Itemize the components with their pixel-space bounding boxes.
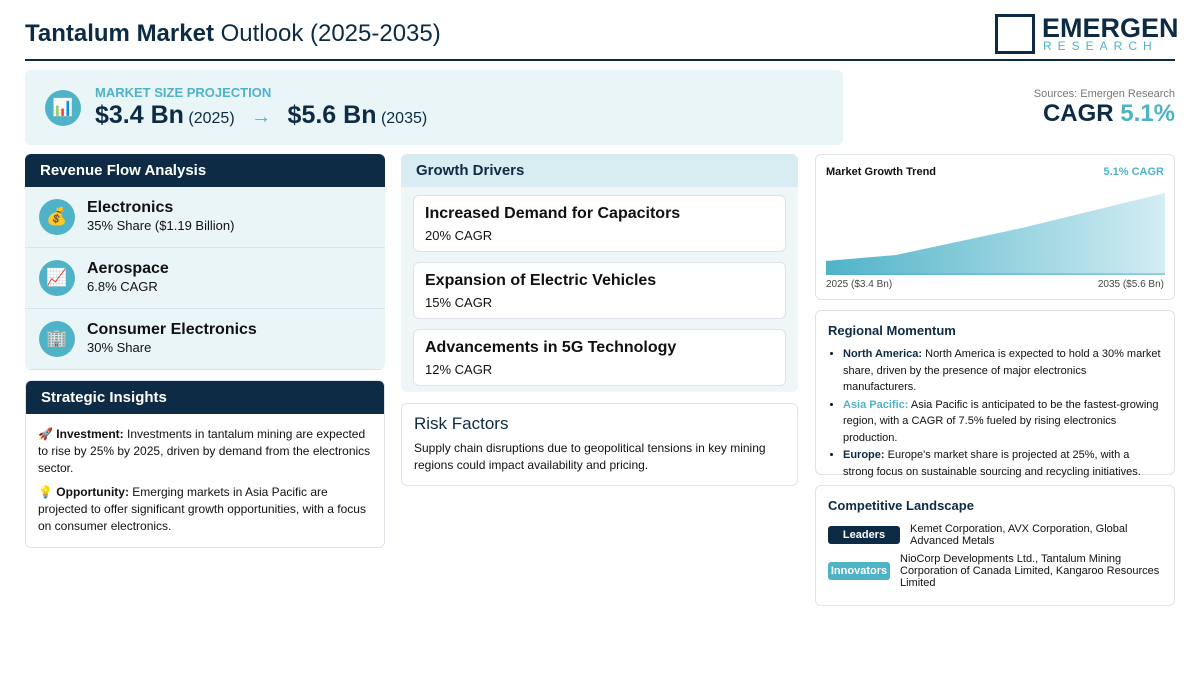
region-name: Asia Pacific: <box>843 398 909 411</box>
start-year: (2025) <box>188 110 235 127</box>
start-value: $3.4 Bn <box>95 101 184 129</box>
insight-icon: 💡 <box>38 485 53 499</box>
title-rest: Outlook (2025-2035) <box>220 20 441 47</box>
competitive-landscape: Competitive Landscape Leaders Kemet Corpo… <box>815 485 1175 606</box>
trend-cagr: 5.1% CAGR <box>1103 166 1164 178</box>
item-name: Consumer Electronics <box>87 321 257 338</box>
item-name: Aerospace <box>87 260 169 277</box>
insight-label: Investment: <box>56 427 124 441</box>
badge: Innovators <box>828 562 890 580</box>
driver-name: Expansion of Electric Vehicles <box>425 272 657 289</box>
logo-main: EMERGEN <box>1042 13 1179 43</box>
page-title: Tantalum Market Outlook (2025-2035) <box>25 20 441 48</box>
section-title: Growth Drivers <box>401 154 798 187</box>
company-group: Leaders Kemet Corporation, AVX Corporatio… <box>828 523 1162 547</box>
item-name: Electronics <box>87 199 174 216</box>
section-title: Revenue Flow Analysis <box>25 154 385 187</box>
companies: NioCorp Developments Ltd., Tantalum Mini… <box>900 553 1160 589</box>
driver: Expansion of Electric Vehicles 15% CAGR <box>413 262 786 319</box>
header-rule <box>25 59 1175 61</box>
area-shape <box>826 193 1165 275</box>
revenue-item: 💰 Electronics 35% Share ($1.19 Billion) <box>25 187 385 248</box>
projection-box: 📊 MARKET SIZE PROJECTION $3.4 Bn (2025) … <box>25 70 843 145</box>
driver: Increased Demand for Capacitors 20% CAGR <box>413 195 786 252</box>
region-item: North America: North America is expected… <box>843 346 1162 396</box>
item-text: Consumer Electronics 30% Share <box>87 321 257 357</box>
insight-label: Opportunity: <box>56 485 129 499</box>
regional-momentum: Regional Momentum North America: North A… <box>815 310 1175 478</box>
cagr-label: CAGR <box>1042 100 1114 127</box>
section-title: Risk Factors <box>414 414 509 433</box>
source: Sources: Emergen Research <box>1033 88 1175 100</box>
logo-sub: RESEARCH <box>1043 39 1158 53</box>
title-bold: Tantalum Market <box>25 20 214 47</box>
item-icon: 📈 <box>39 260 75 296</box>
projection-icon: 📊 <box>45 90 81 126</box>
risk-factors: Risk Factors Supply chain disruptions du… <box>401 403 798 486</box>
region-text: Europe's market share is projected at 25… <box>843 449 1141 478</box>
end-value: $5.6 Bn <box>287 101 377 129</box>
trend-start: 2025 ($3.4 Bn) <box>826 279 893 290</box>
item-detail: 35% Share ($1.19 Billion) <box>87 218 235 233</box>
region-item: Europe: Europe's market share is project… <box>843 447 1162 480</box>
arrow: → <box>251 106 272 128</box>
driver-name: Advancements in 5G Technology <box>425 339 677 356</box>
driver-detail: 12% CAGR <box>425 362 493 377</box>
region-name: Europe: <box>843 449 885 461</box>
insight-icon: 🚀 <box>38 427 53 441</box>
item-text: Electronics 35% Share ($1.19 Billion) <box>87 199 234 235</box>
revenue-item: 📈 Aerospace 6.8% CAGR <box>25 248 385 309</box>
item-icon: 💰 <box>39 199 75 235</box>
insight-text: Emerging markets in Asia Pacific are pro… <box>38 485 366 533</box>
revenue-flow: Revenue Flow Analysis 💰 Electronics 35% Sh… <box>25 154 385 370</box>
item-icon: 🏢 <box>39 321 75 357</box>
region-text: Asia Pacific is anticipated to be the fa… <box>843 398 1159 444</box>
driver-detail: 20% CAGR <box>425 228 493 243</box>
region-list: North America: North America is expected… <box>828 346 1162 480</box>
cagr: CAGR 5.1% <box>1043 100 1175 128</box>
cagr-value: 5.1% <box>1120 100 1175 127</box>
trend-area <box>826 193 1165 275</box>
region-item: Asia Pacific: Asia Pacific is anticipate… <box>843 397 1162 447</box>
logo-mark <box>995 14 1035 54</box>
section-title: Regional Momentum <box>828 323 956 338</box>
growth-drivers: Growth Drivers Increased Demand for Capa… <box>401 154 798 392</box>
insight-text: Investments in tantalum mining are expec… <box>38 427 371 475</box>
driver-name: Increased Demand for Capacitors <box>425 205 681 222</box>
trend-end: 2035 ($5.6 Bn) <box>1097 279 1164 290</box>
region-text: North America is expected to hold a 30% … <box>843 348 1161 393</box>
item-detail: 6.8% CAGR <box>87 279 158 294</box>
strategic-insights: Strategic Insights 🚀 Investment: Investm… <box>25 380 385 548</box>
risk-text: Supply chain disruptions due to geopolit… <box>414 441 766 472</box>
companies: Kemet Corporation, AVX Corporation, Glob… <box>910 523 1128 547</box>
item-detail: 30% Share <box>87 340 152 355</box>
revenue-item: 🏢 Consumer Electronics 30% Share <box>25 309 385 370</box>
driver-detail: 15% CAGR <box>425 295 493 310</box>
region-name: North America: <box>843 348 923 360</box>
growth-trend: Market Growth Trend 5.1% CAGR 2025 ($3.4… <box>815 154 1175 300</box>
badge: Leaders <box>828 526 900 544</box>
end-year: (2035) <box>380 110 428 127</box>
projection-values: $3.4 Bn (2025) → $5.6 Bn (2035) <box>95 101 427 130</box>
projection-label: MARKET SIZE PROJECTION <box>95 85 272 100</box>
section-title: Competitive Landscape <box>828 498 974 513</box>
company-group: Innovators NioCorp Developments Ltd., Tan… <box>828 553 1162 589</box>
trend-title: Market Growth Trend <box>826 166 937 178</box>
item-text: Aerospace 6.8% CAGR <box>87 260 169 296</box>
driver: Advancements in 5G Technology 12% CAGR <box>413 329 786 386</box>
insight: 🚀 Investment: Investments in tantalum mi… <box>38 426 372 477</box>
section-title: Strategic Insights <box>26 381 384 414</box>
insight: 💡 Opportunity: Emerging markets in Asia … <box>38 484 372 535</box>
